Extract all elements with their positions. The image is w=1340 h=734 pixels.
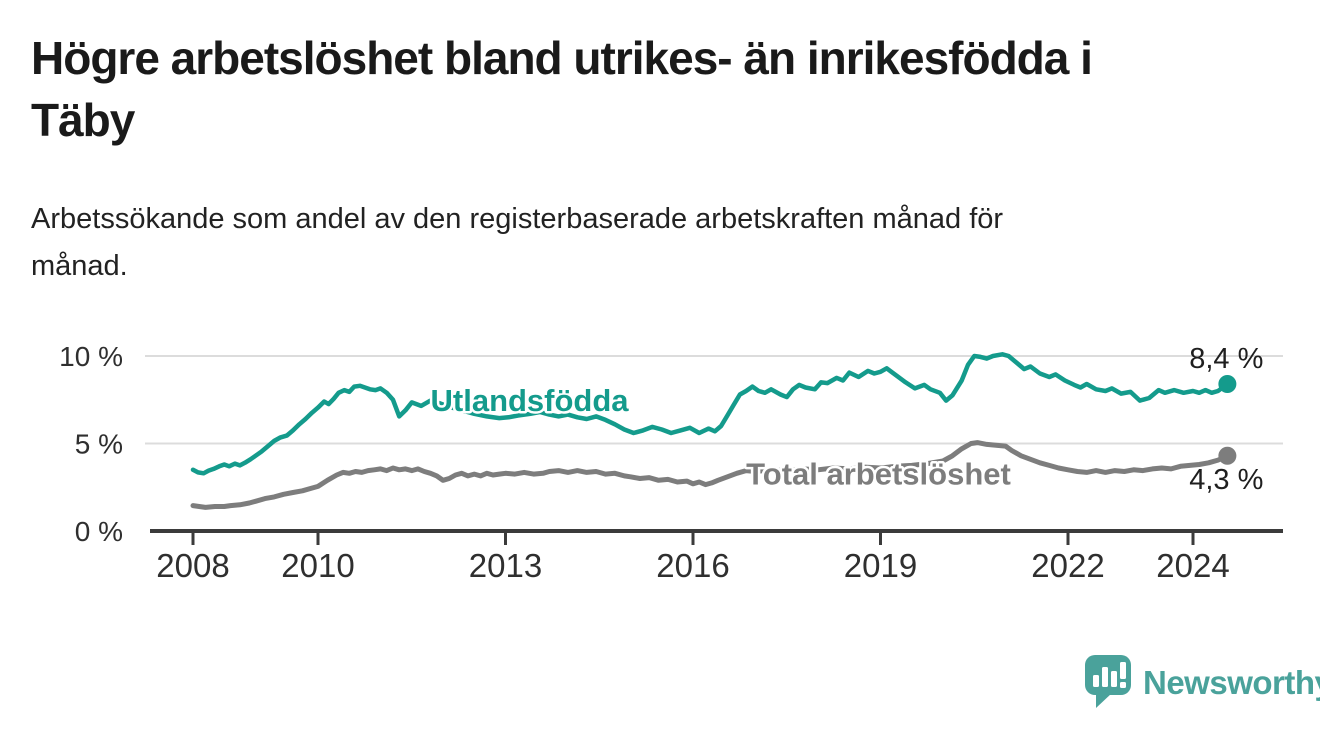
series-line-total bbox=[190, 440, 1230, 510]
series-end-dot-utlandsfodda bbox=[1218, 375, 1237, 393]
series-end-value-total: 4,3 % bbox=[1189, 464, 1263, 496]
chart-subtitle-line1: Arbetssökande som andel av den registerb… bbox=[31, 203, 1004, 235]
y-tick-label: 0 % bbox=[75, 516, 123, 547]
chart-title-line2: Täby bbox=[31, 93, 135, 146]
newsworthy-speech-bubble-bar-chart-icon bbox=[1085, 655, 1131, 708]
x-tick-label: 2010 bbox=[281, 547, 354, 584]
x-tick-label: 2013 bbox=[469, 547, 542, 584]
x-tick-label: 2024 bbox=[1156, 547, 1229, 584]
chart-subtitle-line2: månad. bbox=[31, 249, 128, 282]
series-name-label-total: Total arbetslöshet bbox=[746, 456, 1011, 491]
newsworthy-logo-text: Newsworthy bbox=[1143, 664, 1320, 701]
series-end-value-utlandsfodda: 8,4 % bbox=[1189, 343, 1263, 375]
series-line-utlandsfodda bbox=[190, 352, 1230, 476]
x-tick-label: 2022 bbox=[1031, 547, 1104, 584]
y-tick-label: 5 % bbox=[75, 429, 123, 460]
x-tick-label: 2019 bbox=[844, 547, 917, 584]
x-tick-label: 2008 bbox=[156, 547, 229, 584]
chart-title: Högre arbetslöshet bland utrikes- än inr… bbox=[31, 28, 1301, 151]
y-tick-label: 10 % bbox=[59, 341, 123, 372]
series-name-label-utlandsfodda: Utlandsfödda bbox=[431, 383, 630, 418]
chart-title-line1: Högre arbetslöshet bland utrikes- än inr… bbox=[31, 32, 1093, 84]
newsworthy-logo: Newsworthy bbox=[1085, 655, 1320, 708]
series-end-dot-total bbox=[1218, 446, 1237, 465]
x-tick-label: 2016 bbox=[656, 547, 729, 584]
chart-subtitle: Arbetssökande som andel av den registerb… bbox=[31, 196, 1301, 290]
line-chart: 2008 2010 2013 2016 2019 2022 2024 0 % 5 % 10 % 8,… bbox=[59, 341, 1283, 584]
